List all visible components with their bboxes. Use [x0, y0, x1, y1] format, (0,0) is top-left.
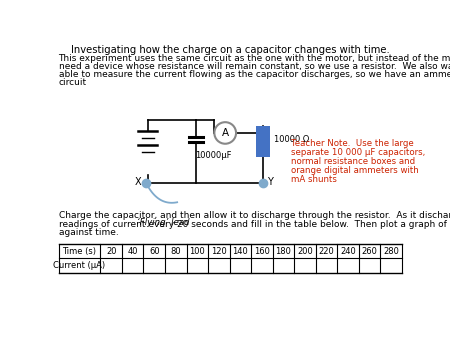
Text: orange digital ammeters with: orange digital ammeters with — [291, 166, 419, 175]
Text: circuit: circuit — [58, 78, 87, 87]
Text: X: X — [135, 177, 141, 187]
Bar — [256, 126, 270, 157]
Text: 160: 160 — [254, 247, 270, 256]
Text: need a device whose resistance will remain constant, so we use a resistor.  We a: need a device whose resistance will rema… — [58, 62, 450, 71]
Text: 140: 140 — [233, 247, 248, 256]
Text: 40: 40 — [127, 247, 138, 256]
Text: Investigating how the charge on a capacitor changes with time.: Investigating how the charge on a capaci… — [71, 45, 390, 55]
Text: separate 10 000 μF capacitors,: separate 10 000 μF capacitors, — [291, 148, 425, 157]
Text: Current (μA): Current (μA) — [54, 261, 106, 270]
Text: A: A — [222, 128, 229, 138]
Text: 240: 240 — [340, 247, 356, 256]
Text: 100: 100 — [189, 247, 205, 256]
Text: 60: 60 — [149, 247, 160, 256]
Text: 220: 220 — [319, 247, 334, 256]
Text: able to measure the current flowing as the capacitor discharges, so we have an a: able to measure the current flowing as t… — [58, 70, 450, 79]
Text: against time.: against time. — [58, 228, 118, 237]
Text: readings of current every 20 seconds and fill in the table below.  Then plot a g: readings of current every 20 seconds and… — [58, 220, 450, 228]
Text: 80: 80 — [171, 247, 181, 256]
Text: 10000 Ω: 10000 Ω — [274, 135, 309, 144]
Text: Teacher Note.  Use the large: Teacher Note. Use the large — [291, 139, 414, 148]
Text: This experiment uses the same circuit as the one with the motor, but instead of : This experiment uses the same circuit as… — [58, 54, 450, 63]
Text: 10000μF: 10000μF — [195, 151, 231, 161]
Text: 260: 260 — [362, 247, 378, 256]
Text: 280: 280 — [383, 247, 399, 256]
Text: mA shunts: mA shunts — [291, 174, 337, 184]
Text: 180: 180 — [275, 247, 292, 256]
Text: Y: Y — [267, 177, 273, 187]
Text: Time (s): Time (s) — [63, 247, 96, 256]
Text: 120: 120 — [211, 247, 227, 256]
Text: 20: 20 — [106, 247, 117, 256]
Text: ‘Flying’ lead: ‘Flying’ lead — [137, 218, 189, 227]
Text: Charge the capacitor, and then allow it to discharge through the resistor.  As i: Charge the capacitor, and then allow it … — [58, 212, 450, 220]
Text: 200: 200 — [297, 247, 313, 256]
Text: normal resistance boxes and: normal resistance boxes and — [291, 157, 415, 166]
